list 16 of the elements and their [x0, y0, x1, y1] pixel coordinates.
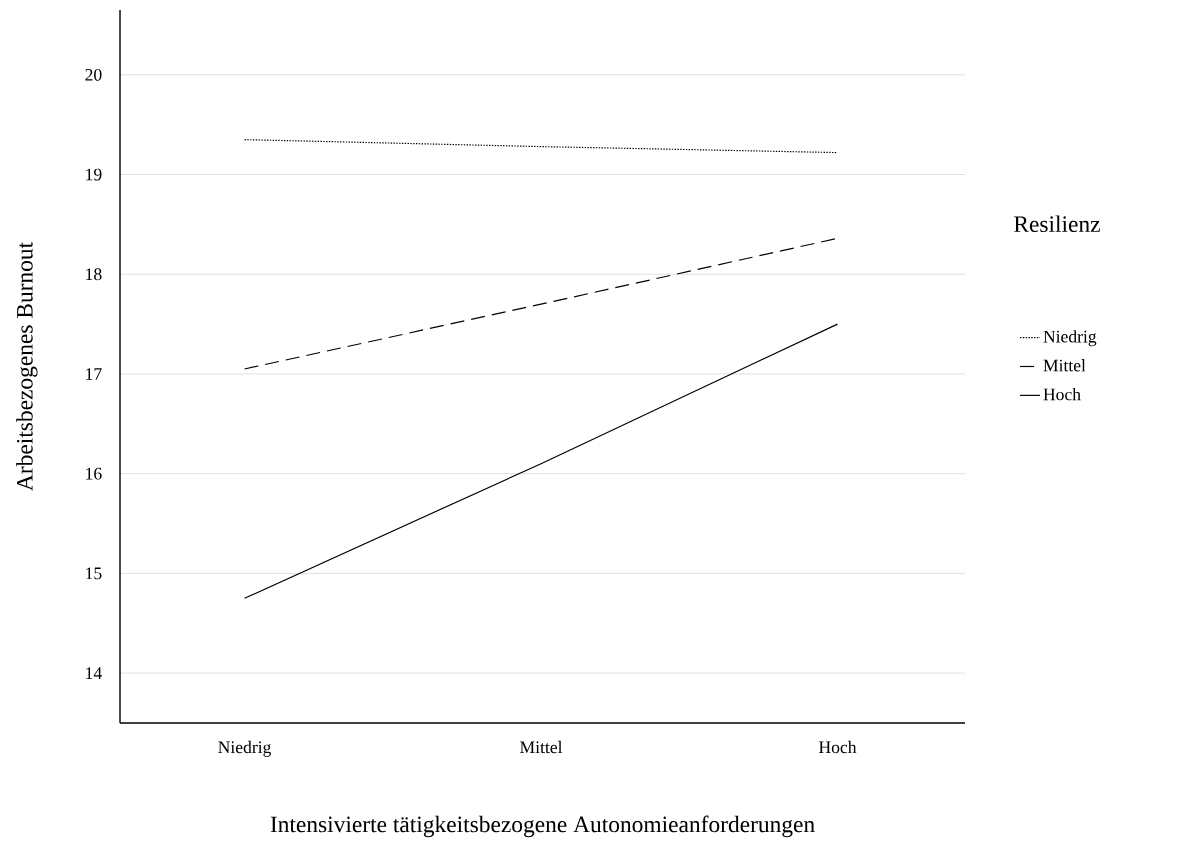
- y-tick-label: 16: [86, 467, 102, 480]
- x-tick-label: Hoch: [819, 740, 857, 754]
- y-tick-label: 15: [86, 567, 102, 580]
- legend-label: Hoch: [1043, 387, 1081, 401]
- y-tick-label: 19: [86, 168, 102, 181]
- x-tick-label: Mittel: [520, 740, 563, 754]
- y-tick-label: 14: [86, 667, 102, 679]
- legend-label: Niedrig: [1043, 330, 1097, 347]
- x-tick-label: Niedrig: [218, 740, 272, 757]
- y-tick-label: 17: [86, 368, 102, 380]
- y-tick-label: 20: [85, 68, 102, 81]
- y-axis-title: Arbeitsbezogenes Burnout: [16, 242, 38, 491]
- y-tick-label: 18: [86, 268, 102, 281]
- x-axis-title: Intensivierte tätigkeitsbezogene Autonomieanforderungen: [270, 815, 815, 838]
- legend-title: Resilienz: [1014, 215, 1100, 233]
- legend-label: Mittel: [1043, 359, 1086, 372]
